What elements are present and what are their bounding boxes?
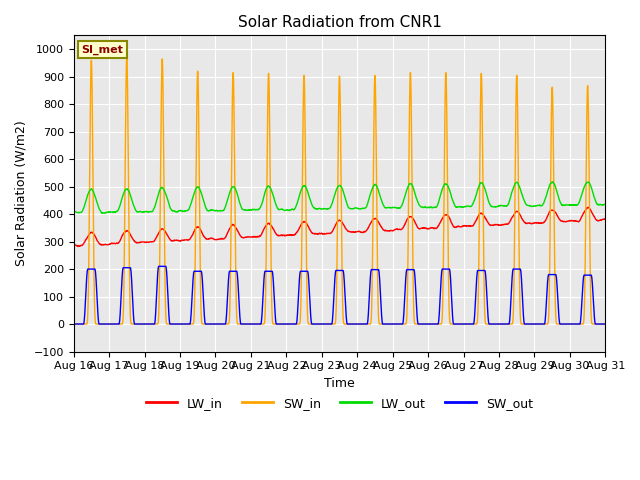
LW_in	[166, 236, 173, 241]
X-axis label: Time: Time	[324, 377, 355, 390]
LW_in	[74, 243, 81, 249]
Line: SW_out: SW_out	[74, 266, 605, 324]
LW_out	[70, 209, 77, 215]
Line: LW_out: LW_out	[74, 182, 605, 213]
LW_in	[70, 242, 77, 248]
LW_out	[459, 204, 467, 210]
LW_out	[489, 204, 497, 210]
LW_out	[602, 202, 609, 207]
SW_out	[320, 321, 328, 327]
Text: SI_met: SI_met	[82, 45, 124, 55]
SW_in	[489, 321, 497, 327]
Line: SW_in: SW_in	[74, 58, 605, 324]
LW_out	[320, 206, 328, 212]
Title: Solar Radiation from CNR1: Solar Radiation from CNR1	[237, 15, 442, 30]
LW_out	[99, 210, 106, 216]
LW_in	[459, 223, 467, 229]
Line: LW_in: LW_in	[74, 207, 605, 246]
LW_in	[429, 225, 437, 231]
LW_out	[429, 204, 437, 210]
SW_out	[155, 264, 163, 269]
SW_in	[70, 321, 77, 327]
SW_in	[459, 321, 467, 327]
SW_out	[601, 321, 609, 327]
LW_out	[166, 203, 173, 208]
LW_in	[601, 216, 609, 222]
SW_in	[601, 321, 609, 327]
Y-axis label: Solar Radiation (W/m2): Solar Radiation (W/m2)	[15, 120, 28, 266]
LW_in	[489, 222, 497, 228]
SW_in	[429, 321, 437, 327]
LW_in	[320, 231, 328, 237]
SW_out	[602, 321, 609, 327]
LW_out	[601, 202, 609, 207]
LW_in	[584, 204, 592, 210]
SW_out	[429, 321, 437, 327]
SW_out	[489, 321, 497, 327]
LW_in	[602, 216, 609, 222]
Legend: LW_in, SW_in, LW_out, SW_out: LW_in, SW_in, LW_out, SW_out	[141, 392, 538, 415]
SW_in	[166, 321, 173, 327]
SW_in	[320, 321, 328, 327]
SW_in	[123, 55, 131, 60]
SW_in	[602, 321, 609, 327]
LW_out	[548, 179, 556, 185]
SW_out	[166, 317, 173, 323]
SW_out	[459, 321, 467, 327]
SW_out	[70, 321, 77, 327]
